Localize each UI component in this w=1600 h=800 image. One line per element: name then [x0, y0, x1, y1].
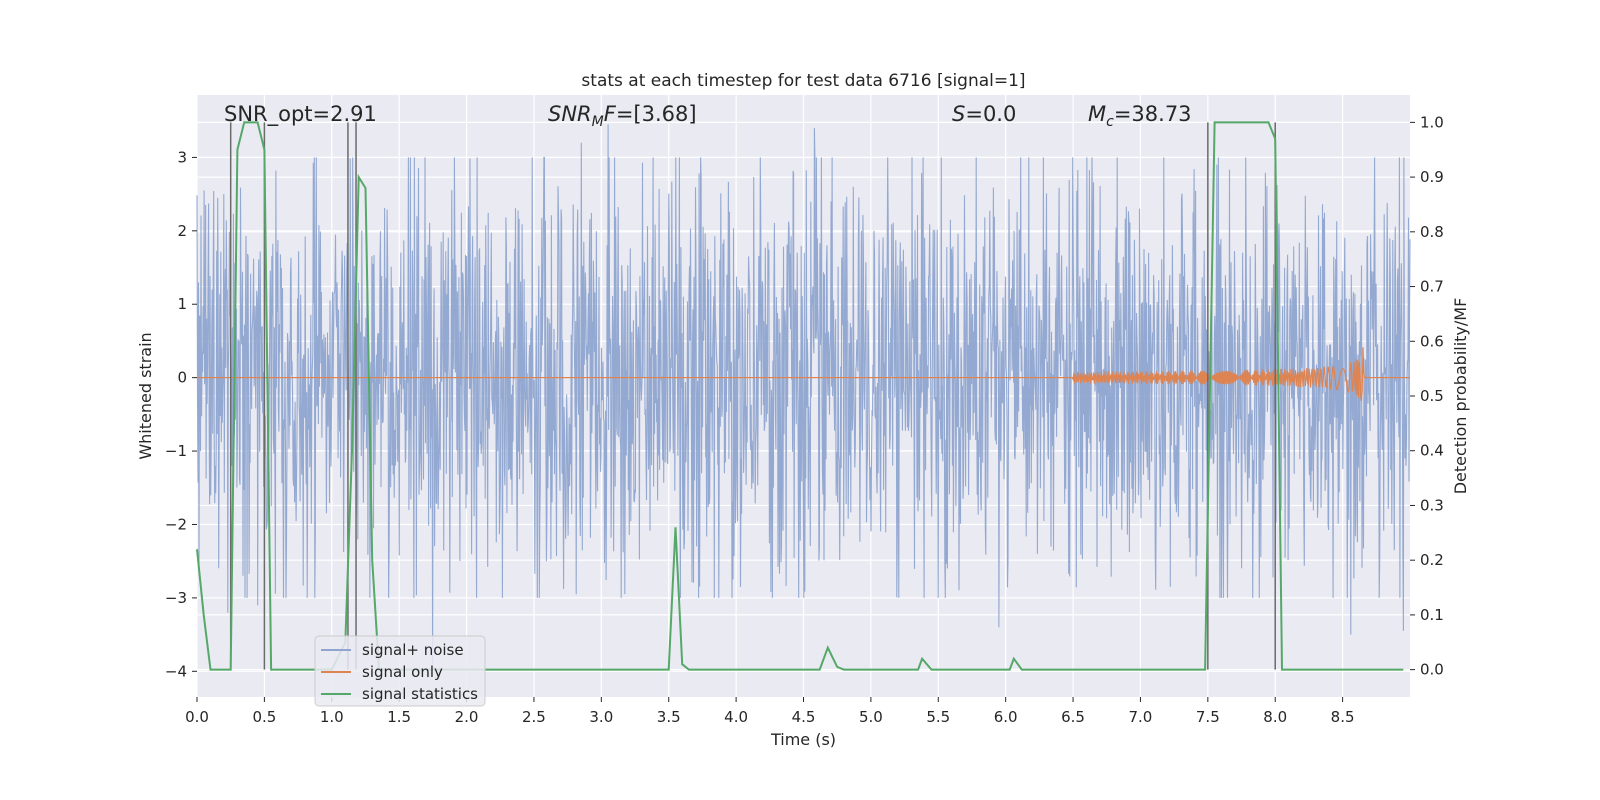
y-right-tick-label: 0.2: [1420, 551, 1444, 569]
y-right-tick-label: 0.0: [1420, 661, 1444, 679]
chart-title: stats at each timestep for test data 671…: [581, 71, 1025, 91]
legend-label-signal-plus-noise: signal+ noise: [362, 641, 464, 659]
x-axis-label: Time (s): [770, 730, 836, 749]
x-tick-label: 8.0: [1263, 708, 1287, 726]
x-tick-label: 3.5: [657, 708, 681, 726]
legend: signal+ noise signal only signal statist…: [314, 635, 486, 707]
y-right-tick-label: 0.5: [1420, 387, 1444, 405]
y-right-tick-label: 0.7: [1420, 278, 1444, 296]
x-tick-label: 2.0: [455, 708, 479, 726]
y-left-tick-label: 0: [177, 369, 187, 387]
y-left-tick-label: −3: [165, 589, 187, 607]
annotation-snr-opt: SNR_opt=2.91: [224, 102, 377, 127]
y-left-tick-label: 3: [177, 148, 187, 166]
x-tick-label: 5.0: [859, 708, 883, 726]
x-tick-label: 0.0: [185, 708, 209, 726]
annotation-s-value: =0.0: [965, 102, 1016, 126]
legend-box: [314, 635, 486, 707]
statistics-line: [196, 121, 1404, 671]
annotation-s-symbol: S: [952, 102, 965, 126]
y-right-axis-label: Detection probability/MF: [1451, 298, 1470, 495]
x-tick-label: 1.0: [320, 708, 344, 726]
y-right-tick-label: 0.8: [1420, 223, 1444, 241]
x-tick-label: 2.5: [522, 708, 546, 726]
y-left-axis-ticks: −4 −3 −2 −1 0 1 2 3: [165, 148, 197, 680]
y-right-tick-label: 0.9: [1420, 168, 1444, 186]
x-tick-label: 4.5: [792, 708, 816, 726]
x-tick-label: 1.5: [387, 708, 411, 726]
y-right-tick-label: 0.4: [1420, 442, 1444, 460]
y-left-tick-label: −4: [165, 662, 187, 680]
x-tick-label: 3.0: [589, 708, 613, 726]
annotation-snr-mf-base: SNR: [548, 102, 592, 126]
y-right-tick-label: 0.6: [1420, 332, 1444, 350]
x-tick-label: 7.5: [1196, 708, 1220, 726]
y-right-tick-label: 0.1: [1420, 606, 1444, 624]
x-axis-ticks: 0.0 0.5 1.0 1.5 2.0 2.5 3.0 3.5 4.0 4.5 5.0 5.5 6.0 6…: [185, 697, 1355, 726]
x-tick-label: 0.5: [252, 708, 276, 726]
legend-label-signal-statistics: signal statistics: [362, 685, 478, 703]
y-left-axis-label: Whitened strain: [136, 332, 155, 459]
x-tick-label: 7.0: [1129, 708, 1153, 726]
series-signal-statistics: [196, 121, 1404, 671]
x-tick-label: 5.5: [926, 708, 950, 726]
annotation-mc: Mc=38.73: [1088, 102, 1192, 130]
y-left-tick-label: 1: [177, 295, 187, 313]
x-tick-label: 6.5: [1061, 708, 1085, 726]
y-right-axis-ticks: 0.0 0.1 0.2 0.3 0.4 0.5 0.6 0.7 0.8 0.9 1.0: [1410, 113, 1444, 679]
annotation-mc-symbol: M: [1088, 102, 1106, 126]
y-left-tick-label: −2: [165, 515, 187, 533]
annotation-snr-mf-f: F: [604, 102, 617, 126]
x-tick-label: 8.5: [1331, 708, 1355, 726]
annotation-s: S=0.0: [952, 102, 1016, 126]
y-right-tick-label: 0.3: [1420, 496, 1444, 514]
legend-label-signal-only: signal only: [362, 663, 443, 681]
annotation-snr-mf-rest: =[3.68]: [616, 102, 697, 126]
x-tick-label: 6.0: [994, 708, 1018, 726]
annotation-mc-value: =38.73: [1114, 102, 1192, 126]
y-left-tick-label: −1: [165, 442, 187, 460]
annotation-mc-sub: c: [1106, 114, 1114, 130]
annotation-snr-mf: SNRMF=[3.68]: [548, 102, 697, 130]
x-tick-label: 4.0: [724, 708, 748, 726]
y-left-tick-label: 2: [177, 222, 187, 240]
annotation-snr-mf-sub: M: [592, 114, 604, 130]
y-right-tick-label: 1.0: [1420, 113, 1444, 131]
